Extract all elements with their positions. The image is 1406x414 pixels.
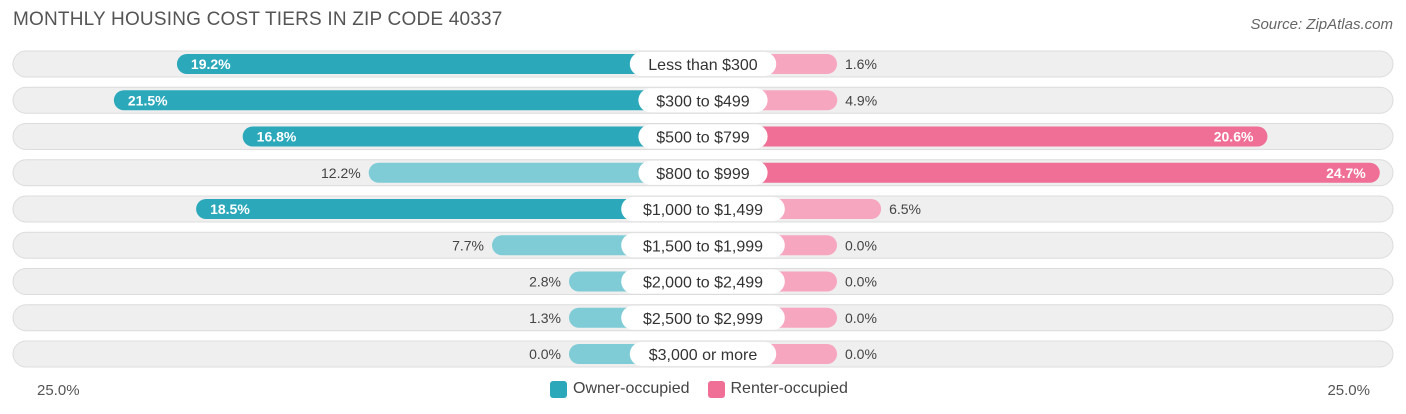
legend-owner-label: Owner-occupied bbox=[573, 380, 690, 397]
legend-renter-label: Renter-occupied bbox=[730, 380, 848, 397]
owner-value-label: 16.8% bbox=[257, 129, 297, 145]
chart-row: $1,000 to $1,499 18.5% 6.5% bbox=[12, 195, 1394, 223]
chart-row: $300 to $499 21.5% 4.9% bbox=[12, 86, 1394, 114]
renter-value-label: 24.7% bbox=[1326, 165, 1366, 181]
chart-row: $3,000 or more 0.0% 0.0% bbox=[12, 340, 1394, 368]
legend: Owner-occupied Renter-occupied bbox=[550, 380, 866, 398]
category-label-bg bbox=[621, 269, 785, 294]
category-label-bg bbox=[638, 88, 768, 113]
legend-owner-swatch bbox=[550, 380, 567, 398]
owner-value-label: 12.2% bbox=[321, 165, 361, 181]
renter-value-label: 6.5% bbox=[889, 201, 921, 217]
renter-value-label: 20.6% bbox=[1214, 129, 1254, 145]
owner-bar bbox=[242, 126, 703, 147]
category-label: Less than $300 bbox=[648, 57, 758, 74]
owner-value-label: 1.3% bbox=[529, 310, 561, 326]
renter-value-label: 1.6% bbox=[845, 56, 877, 72]
owner-bar bbox=[196, 199, 703, 219]
renter-value-label: 0.0% bbox=[845, 274, 877, 290]
owner-value-label: 2.8% bbox=[529, 274, 561, 290]
axis-right-label: 25.0% bbox=[1327, 382, 1370, 399]
chart-row: $500 to $799 16.8% 20.6% bbox=[12, 123, 1394, 150]
owner-value-label: 21.5% bbox=[128, 92, 168, 108]
diverging-bar-chart: Less than $300 19.2% 1.6% $300 to $499 21.5%… bbox=[12, 50, 1394, 368]
chart-row: $2,500 to $2,999 1.3% 0.0% bbox=[12, 304, 1394, 332]
chart-row: $1,500 to $1,999 7.7% 0.0% bbox=[12, 231, 1394, 259]
category-label-bg bbox=[638, 160, 768, 185]
chart-row: Less than $300 19.2% 1.6% bbox=[12, 50, 1394, 78]
category-label-bg bbox=[638, 124, 768, 149]
category-label-bg bbox=[621, 305, 785, 330]
category-label-bg bbox=[621, 233, 785, 258]
renter-bar bbox=[703, 126, 1268, 147]
legend-owner[interactable]: Owner-occupied bbox=[550, 380, 690, 398]
category-label-bg bbox=[629, 342, 777, 366]
chart-title: MONTHLY HOUSING COST TIERS IN ZIP CODE 4… bbox=[13, 9, 503, 30]
owner-value-label: 7.7% bbox=[452, 237, 484, 253]
axis-left-label: 25.0% bbox=[37, 382, 80, 399]
renter-value-label: 0.0% bbox=[845, 237, 877, 253]
category-label: $2,000 to $2,499 bbox=[643, 275, 763, 292]
category-label: $300 to $499 bbox=[656, 93, 750, 110]
renter-value-label: 4.9% bbox=[845, 92, 877, 108]
category-label: $1,000 to $1,499 bbox=[643, 202, 763, 219]
category-label: $1,500 to $1,999 bbox=[643, 238, 763, 255]
owner-value-label: 0.0% bbox=[529, 346, 561, 362]
category-label: $3,000 or more bbox=[649, 347, 758, 364]
legend-renter-swatch bbox=[707, 380, 725, 398]
category-label: $2,500 to $2,999 bbox=[643, 311, 763, 328]
category-label-bg bbox=[621, 197, 785, 221]
category-label: $500 to $799 bbox=[656, 130, 750, 147]
owner-value-label: 18.5% bbox=[210, 201, 250, 217]
renter-bar bbox=[703, 162, 1380, 183]
category-label: $800 to $999 bbox=[656, 166, 750, 183]
owner-bar bbox=[113, 90, 703, 111]
chart-row: $2,000 to $2,499 2.8% 0.0% bbox=[12, 268, 1394, 295]
renter-value-label: 0.0% bbox=[845, 310, 877, 326]
legend-renter[interactable]: Renter-occupied bbox=[707, 380, 848, 398]
chart-row: $800 to $999 12.2% 24.7% bbox=[12, 159, 1394, 187]
renter-value-label: 0.0% bbox=[845, 346, 877, 362]
owner-bar bbox=[176, 54, 704, 74]
category-label-bg bbox=[629, 52, 777, 76]
owner-value-label: 19.2% bbox=[191, 56, 231, 72]
chart-source: Source: ZipAtlas.com bbox=[1250, 16, 1393, 33]
owner-bar bbox=[368, 162, 703, 183]
